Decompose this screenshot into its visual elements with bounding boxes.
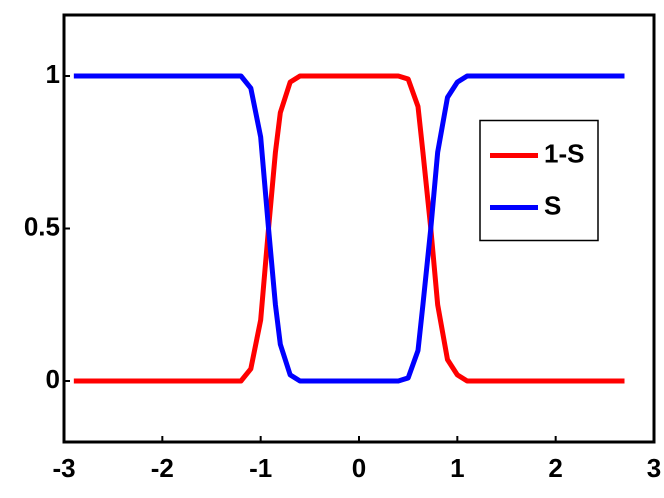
x-tick-label: -1: [249, 453, 272, 483]
x-tick-label: -3: [52, 453, 75, 483]
y-tick-label: 0: [46, 364, 60, 394]
x-tick-label: 0: [352, 453, 366, 483]
x-tick-label: 3: [647, 453, 661, 483]
x-tick-label: 1: [450, 453, 464, 483]
series-line: [73, 73, 625, 384]
series-line: [73, 73, 625, 384]
legend: 1-S S: [479, 119, 599, 242]
x-tick-label: -2: [151, 453, 174, 483]
y-tick-label: 1: [46, 59, 60, 89]
x-tick-label: 2: [548, 453, 562, 483]
y-tick-label: 0.5: [24, 211, 60, 241]
legend-label: S: [544, 190, 561, 220]
legend-label: 1-S: [544, 138, 584, 168]
legend-box: [479, 119, 599, 242]
